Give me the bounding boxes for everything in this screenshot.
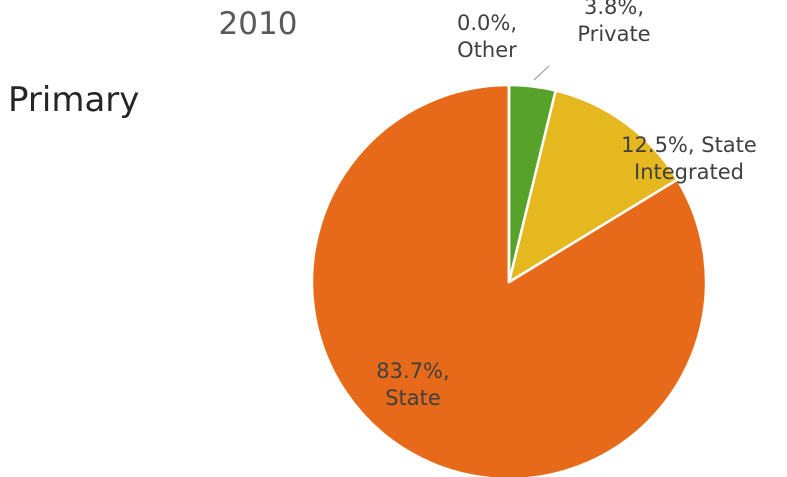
leader-line [533,65,550,81]
data-label: 3.8%, Private [577,0,651,46]
data-label: 0.0%, Other [456,11,518,62]
chart-subtitle: Primary [8,80,140,120]
data-label: 83.7%, State [376,359,450,410]
pie-slice [310,83,708,477]
pie-slice [507,89,679,284]
data-label: 12.5%, State Integrated [621,133,757,184]
chart-title: 2010 [218,6,298,42]
